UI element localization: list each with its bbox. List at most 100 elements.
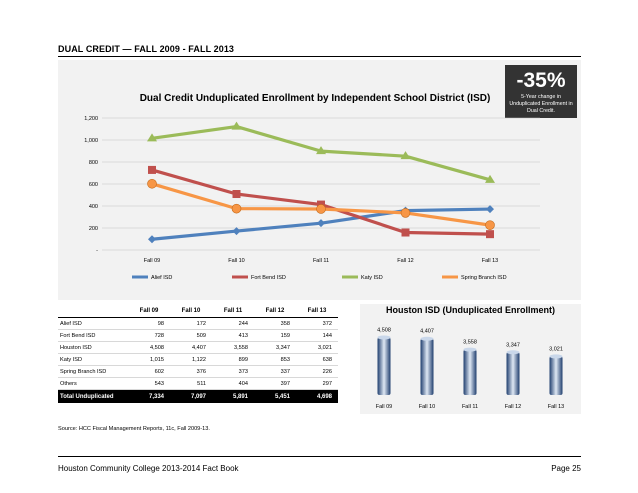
table-cell: 98: [157, 320, 164, 327]
table-cell: 7,334: [148, 393, 164, 400]
bar: [549, 356, 563, 395]
bar-x-tick-label: Fall 12: [505, 404, 522, 410]
table-cell: 358: [280, 320, 290, 327]
table-cell: 4,407: [192, 344, 206, 351]
y-tick-label: 200: [89, 226, 98, 232]
table-cell: 397: [280, 380, 290, 387]
data-point: [485, 174, 495, 183]
table-header-row: Fall 09 Fall 10 Fall 11 Fall 12 Fall 13: [58, 304, 338, 318]
y-tick-label: 1,200: [84, 116, 98, 122]
table-cell: Total Unduplicated: [60, 393, 114, 400]
table-cell: 543: [154, 380, 164, 387]
table-cell: 337: [280, 368, 290, 375]
table-cell: 899: [238, 356, 248, 363]
table-cell: 376: [196, 368, 206, 375]
data-point: [231, 121, 242, 130]
y-tick-label: 400: [89, 204, 98, 210]
data-point: [148, 165, 156, 174]
table-cell: Houston ISD: [60, 344, 92, 351]
bar: [463, 349, 477, 395]
table-cell: 297: [322, 380, 332, 387]
bar-value-label: 3,021: [549, 346, 563, 352]
table-cell: 3,558: [234, 344, 248, 351]
table-cell: 3,347: [276, 344, 290, 351]
page-number: Page 25: [551, 464, 581, 473]
table-header-cell: Fall 09: [139, 307, 159, 314]
legend-label: Alief ISD: [151, 275, 172, 281]
table-row: Spring Branch ISD 602 376 373 337 226: [58, 366, 338, 378]
line-chart-title: Dual Credit Unduplicated Enrollment by I…: [139, 93, 491, 104]
table-cell: 404: [238, 380, 248, 387]
data-point: [231, 203, 242, 214]
bar-cap: [506, 350, 520, 355]
x-tick-label: Fall 10: [228, 258, 245, 264]
y-tick-label: 600: [89, 182, 98, 188]
top-divider: [58, 56, 581, 57]
table-cell: 638: [322, 356, 332, 363]
footer-title: Houston Community College 2013-2014 Fact…: [58, 464, 239, 473]
enrollment-table: Fall 09 Fall 10 Fall 11 Fall 12 Fall 13 …: [58, 304, 338, 403]
data-point: [486, 230, 494, 239]
legend-label: Fort Bend ISD: [251, 275, 286, 281]
callout-value: -35%: [516, 69, 566, 92]
table-row: Fort Bend ISD 728 509 413 159 144: [58, 330, 338, 342]
table-cell: Fort Bend ISD: [60, 332, 96, 339]
data-point: [400, 208, 411, 218]
bar: [420, 338, 434, 395]
table-cell: 4,698: [316, 393, 332, 400]
legend-label: Katy ISD: [361, 275, 383, 281]
data-point: [401, 228, 410, 237]
table-cell: 413: [238, 332, 248, 339]
table-cell: 602: [154, 368, 164, 375]
data-point: [316, 146, 326, 155]
line-chart-panel: [58, 60, 581, 300]
data-point: [316, 204, 326, 214]
bar-x-tick-label: Fall 09: [376, 404, 393, 410]
table-cell: 372: [322, 320, 332, 327]
bar-x-tick-label: Fall 10: [419, 404, 436, 410]
bar-value-label: 3,347: [506, 342, 520, 348]
table-cell: 4,508: [150, 344, 164, 351]
table-cell: Spring Branch ISD: [60, 368, 107, 375]
legend-label: Spring Branch ISD: [461, 275, 507, 281]
table-cell: 172: [196, 320, 206, 327]
data-point: [486, 205, 494, 214]
table-cell: 1,015: [150, 356, 164, 363]
bar-cap: [549, 354, 563, 359]
bar-value-label: 4,407: [420, 329, 434, 335]
table-cell: 853: [280, 356, 290, 363]
table-cell: 226: [322, 368, 332, 375]
table-cell: 3,021: [318, 344, 332, 351]
table-cell: 7,097: [190, 393, 206, 400]
bar-x-tick-label: Fall 13: [548, 404, 565, 410]
table-cell: 728: [154, 332, 164, 339]
table-cell: Others: [60, 380, 77, 387]
x-tick-label: Fall 09: [144, 258, 161, 264]
y-tick-label: 1,000: [84, 138, 98, 144]
bar-cap: [420, 336, 434, 341]
data-point: [147, 133, 157, 142]
bar: [377, 337, 391, 395]
bar: [506, 352, 520, 395]
table-cell: 511: [197, 380, 206, 387]
table-row: Others 543 511 404 397 297: [58, 378, 338, 390]
table-total-row: Total Unduplicated 7,334 7,097 5,891 5,4…: [58, 390, 338, 403]
data-point: [400, 151, 411, 160]
data-point: [147, 178, 157, 189]
data-point: [232, 190, 241, 199]
y-tick-label: 800: [89, 160, 98, 166]
table-cell: Alief ISD: [60, 320, 82, 327]
x-tick-label: Fall 11: [313, 258, 329, 264]
table-row: Houston ISD 4,508 4,407 3,558 3,347 3,02…: [58, 342, 338, 354]
table-cell: 5,451: [274, 393, 290, 400]
bar-cap: [377, 335, 391, 340]
table-cell: 159: [280, 332, 290, 339]
data-point: [148, 235, 156, 244]
footer-divider: [58, 456, 581, 457]
bar-x-tick-label: Fall 11: [462, 404, 478, 410]
table-row: Katy ISD 1,015 1,122 899 853 638: [58, 354, 338, 366]
table-row: Alief ISD 98 172 244 358 372: [58, 318, 338, 330]
table-cell: 1,122: [192, 356, 206, 363]
source-note: Source: HCC Fiscal Management Reports, 1…: [58, 426, 210, 432]
